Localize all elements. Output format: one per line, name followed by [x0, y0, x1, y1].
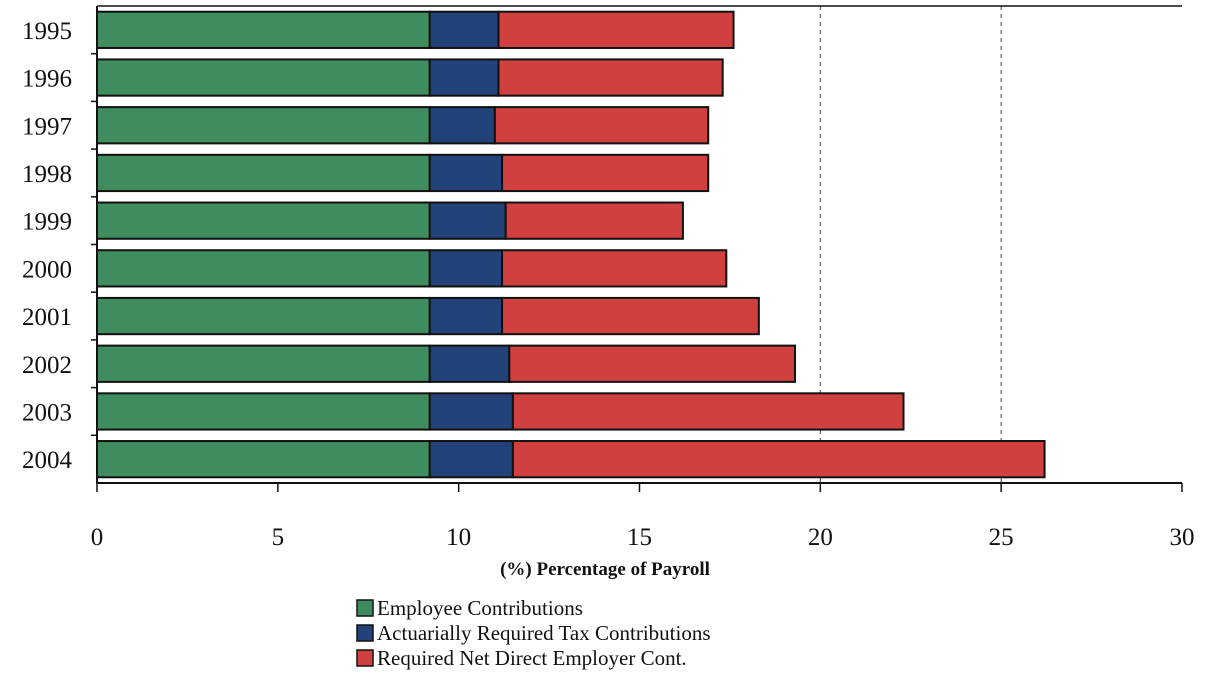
bar-segment-1998-s0	[96, 153, 431, 193]
x-tick-label-15: 15	[627, 524, 652, 551]
bar-segment-1995-s2	[497, 10, 735, 49]
legend-swatch-0	[356, 599, 374, 617]
bar-segment-1995-s0	[96, 10, 431, 49]
category-label-2003: 2003	[22, 399, 72, 426]
x-tick-label-20: 20	[808, 524, 833, 551]
category-label-1999: 1999	[22, 209, 72, 236]
bar-segment-1995-s1	[428, 10, 500, 49]
bar-segment-1996-s0	[96, 58, 431, 97]
bar-segment-2000-s1	[428, 249, 504, 288]
category-label-2002: 2002	[22, 352, 72, 379]
bar-segment-1997-s0	[96, 106, 431, 145]
bar-segment-1999-s1	[428, 201, 507, 240]
bar-segment-1998-s2	[501, 153, 710, 193]
bar-segment-1999-s0	[96, 201, 431, 240]
category-label-1998: 1998	[22, 161, 72, 188]
bar-segment-1998-s1	[428, 153, 504, 193]
bar-segment-2002-s0	[96, 344, 431, 383]
bar-segment-2001-s2	[501, 296, 760, 336]
bar-segment-2002-s2	[508, 344, 797, 383]
category-label-1995: 1995	[22, 18, 72, 45]
category-label-2004: 2004	[22, 447, 73, 474]
bar-segment-1996-s2	[497, 58, 724, 97]
legend-swatch-2	[356, 649, 374, 667]
bar-segment-2004-s2	[511, 440, 1046, 479]
bar-segment-2004-s1	[428, 440, 514, 479]
category-label-1996: 1996	[22, 66, 72, 93]
bar-segment-2000-s2	[501, 249, 728, 288]
x-axis-title: (%) Percentage of Payroll	[500, 559, 710, 580]
labels: 1995 1996 1997 1998 1999 2000 2001 2002 2003 2004…	[22, 18, 1195, 551]
x-tick-label-25: 25	[989, 524, 1014, 551]
bar-segment-1997-s2	[493, 106, 710, 145]
category-label-1997: 1997	[22, 113, 72, 140]
bar-segment-2003-s2	[511, 392, 905, 431]
bar-segment-2003-s0	[96, 392, 431, 431]
legend-label-0: Employee Contributions	[377, 596, 583, 620]
legend-label-2: Required Net Direct Employer Cont.	[377, 646, 687, 670]
bar-segment-1997-s1	[428, 106, 496, 145]
x-tick-label-5: 5	[272, 524, 285, 551]
x-tick-label-10: 10	[446, 524, 471, 551]
bars	[96, 10, 1046, 479]
x-tick-label-30: 30	[1170, 524, 1195, 551]
bar-segment-2001-s0	[96, 296, 431, 336]
bar-segment-2002-s1	[428, 344, 511, 383]
bar-segment-1996-s1	[428, 58, 500, 97]
legend-swatch-1	[356, 624, 374, 642]
category-label-2000: 2000	[22, 256, 72, 283]
bar-segment-2000-s0	[96, 249, 431, 288]
x-tick-label-0: 0	[91, 524, 104, 551]
bar-segment-2001-s1	[428, 296, 504, 336]
bar-segment-2004-s0	[96, 440, 431, 479]
category-label-2001: 2001	[22, 304, 72, 331]
axes	[91, 5, 1183, 492]
bar-segment-1999-s2	[504, 201, 684, 240]
legend-label-1: Actuarially Required Tax Contributions	[377, 621, 711, 645]
bar-segment-2003-s1	[428, 392, 514, 431]
